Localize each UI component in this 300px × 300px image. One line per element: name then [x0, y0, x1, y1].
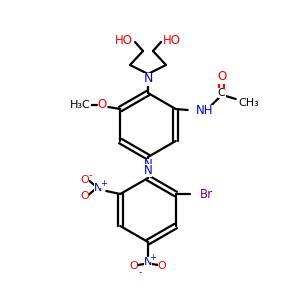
- Text: -: -: [88, 170, 92, 180]
- Text: HO: HO: [163, 34, 181, 47]
- Text: -: -: [138, 267, 142, 277]
- Text: O: O: [98, 98, 107, 112]
- Text: +: +: [150, 253, 156, 262]
- Text: O: O: [130, 261, 138, 271]
- Text: N: N: [143, 73, 153, 85]
- Text: CH₃: CH₃: [238, 98, 259, 108]
- Text: +: +: [100, 178, 107, 188]
- Text: H₃C: H₃C: [70, 100, 91, 110]
- Text: NH: NH: [196, 104, 213, 118]
- Text: O: O: [158, 261, 166, 271]
- Text: HO: HO: [115, 34, 133, 47]
- Text: N: N: [144, 158, 152, 172]
- Text: N: N: [94, 183, 103, 193]
- Text: O: O: [217, 70, 226, 83]
- Text: N: N: [144, 257, 152, 267]
- Text: O: O: [80, 191, 89, 201]
- Text: Br: Br: [200, 188, 213, 200]
- Text: O: O: [80, 175, 89, 185]
- Text: C: C: [218, 88, 226, 98]
- Text: N: N: [144, 164, 152, 176]
